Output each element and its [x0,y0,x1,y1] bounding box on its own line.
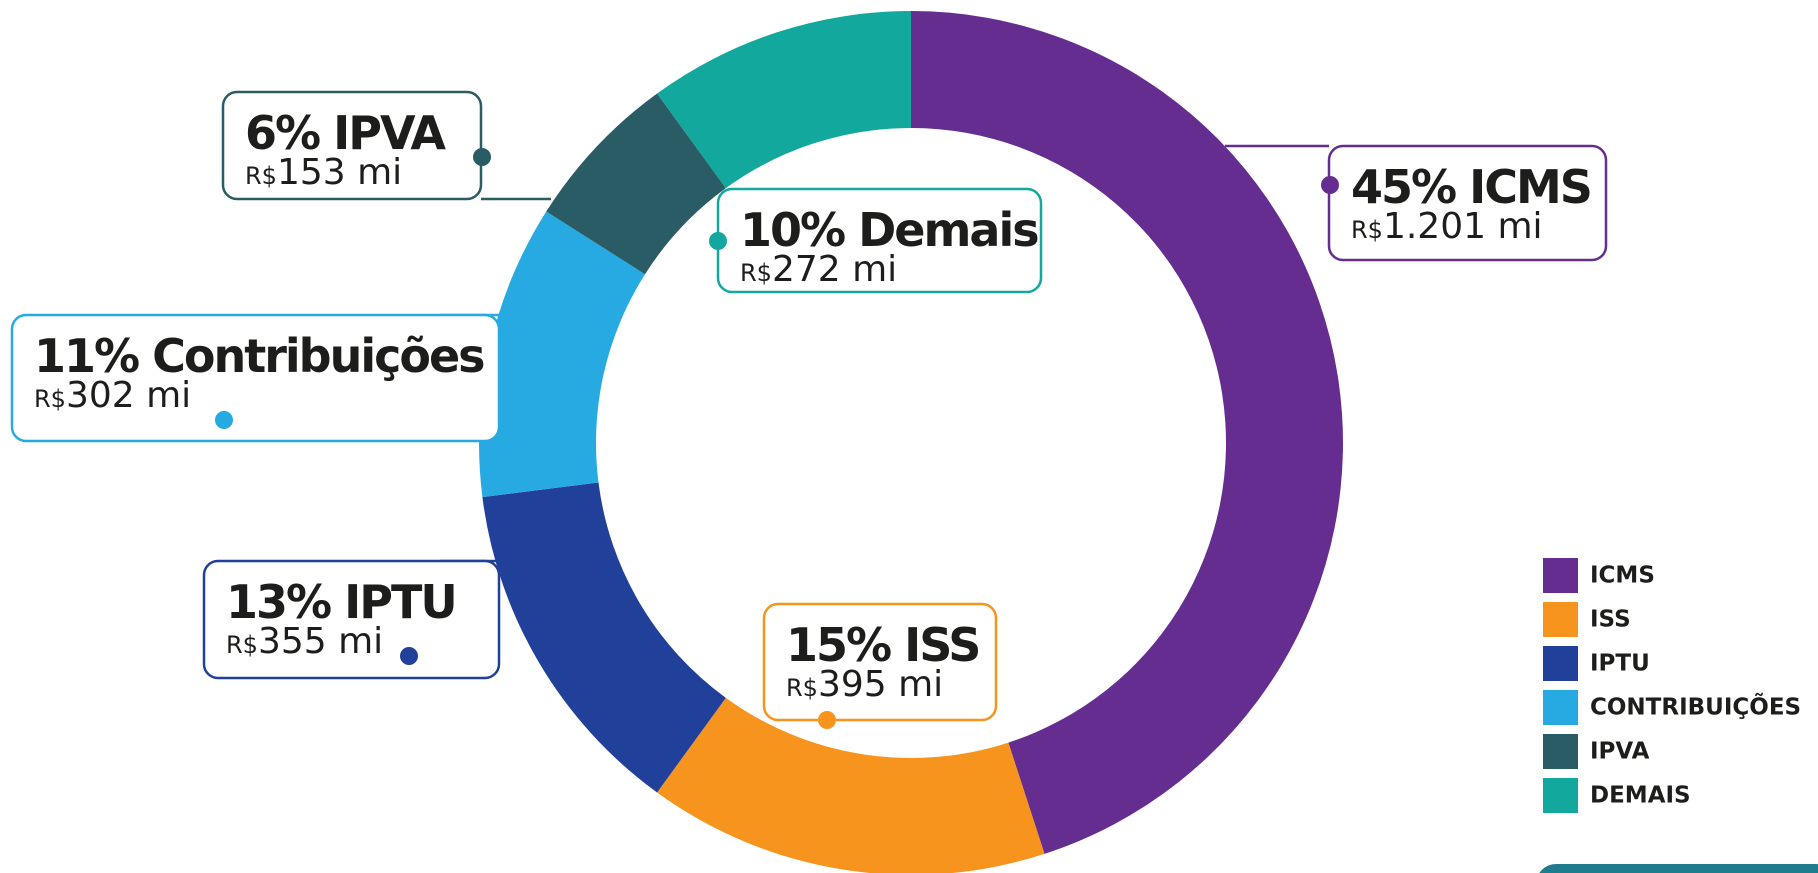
callout-percent: 15% [786,618,891,672]
callout-dot [818,711,836,729]
callout-percent: 11% [34,329,139,383]
legend-swatch [1543,734,1578,769]
callout-amount: R$395 mi [786,664,943,705]
amount: 272 mi [772,249,897,290]
legend-label: CONTRIBUIÇÕES [1590,693,1801,721]
callout-percent: 10% [740,203,845,257]
callout-box [762,602,998,722]
legend-swatch [1543,778,1578,813]
amount: 302 mi [66,375,191,416]
legend-label: DEMAIS [1590,783,1691,809]
donut-segment [482,482,726,793]
callout-title: 45% ICMS [1351,160,1591,214]
callout-dot [1321,176,1339,194]
currency: R$ [245,162,277,190]
donut-segment [479,211,646,498]
callout-amount: R$355 mi [226,621,383,662]
callout-amount: R$153 mi [245,152,402,193]
legend-swatch [1543,690,1578,725]
callout-dot [709,232,727,250]
callout-box [10,313,501,443]
decor-shape [1539,864,1818,873]
callout-box [221,90,483,201]
donut-segment [657,697,1045,873]
callout-name: Demais [858,203,1038,257]
callout-name: Contribuições [152,329,484,383]
legend-swatch [1543,646,1578,681]
callout-name: IPVA [333,106,446,160]
callout-amount: R$1.201 mi [1351,206,1543,247]
legend-swatch [1543,602,1578,637]
amount: 1.201 mi [1383,206,1543,247]
callout-amount: R$272 mi [740,249,897,290]
callout-name: ICMS [1469,160,1591,214]
callout-name: IPTU [344,575,456,629]
legend-label: IPVA [1590,739,1650,765]
currency: R$ [786,674,818,702]
callout-percent: 13% [226,575,331,629]
currency: R$ [226,631,258,659]
callout-dot [400,647,418,665]
callout-dot [473,148,491,166]
donut-segment [546,93,726,275]
callout-box [202,559,501,680]
currency: R$ [34,385,66,413]
callout-box [1327,144,1608,262]
callout-percent: 45% [1351,160,1456,214]
callout-title: 13% IPTU [226,575,456,629]
donut-segment [911,11,1344,854]
callout-dot [215,411,233,429]
callout-percent: 6% [245,106,320,160]
currency: R$ [740,259,772,287]
callout-name: ISS [904,618,979,672]
callout-title: 6% IPVA [245,106,446,160]
currency: R$ [1351,216,1383,244]
callout-title: 11% Contribuições [34,329,484,383]
legend-label: IPTU [1590,651,1650,677]
amount: 355 mi [258,621,383,662]
donut-segment [657,11,911,189]
callout-title: 10% Demais [740,203,1038,257]
callout-amount: R$302 mi [34,375,191,416]
legend-label: ISS [1590,607,1631,633]
amount: 153 mi [277,152,402,193]
callout-title: 15% ISS [786,618,979,672]
legend-label: ICMS [1590,563,1655,589]
legend-swatch [1543,558,1578,593]
amount: 395 mi [818,664,943,705]
